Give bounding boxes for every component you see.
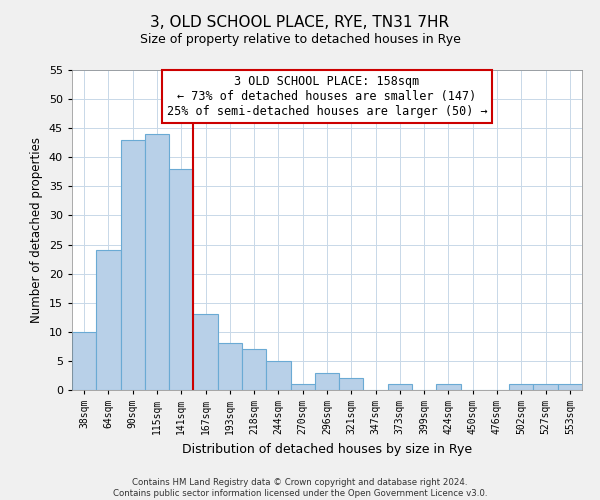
Bar — [218, 344, 242, 390]
Bar — [266, 361, 290, 390]
Bar — [558, 384, 582, 390]
Bar — [96, 250, 121, 390]
Bar — [242, 350, 266, 390]
Bar — [169, 169, 193, 390]
Text: Size of property relative to detached houses in Rye: Size of property relative to detached ho… — [140, 32, 460, 46]
Bar — [290, 384, 315, 390]
Bar — [339, 378, 364, 390]
Bar — [533, 384, 558, 390]
Text: 3 OLD SCHOOL PLACE: 158sqm
← 73% of detached houses are smaller (147)
25% of sem: 3 OLD SCHOOL PLACE: 158sqm ← 73% of deta… — [167, 75, 487, 118]
Bar — [121, 140, 145, 390]
Text: Contains HM Land Registry data © Crown copyright and database right 2024.
Contai: Contains HM Land Registry data © Crown c… — [113, 478, 487, 498]
Bar — [145, 134, 169, 390]
Text: 3, OLD SCHOOL PLACE, RYE, TN31 7HR: 3, OLD SCHOOL PLACE, RYE, TN31 7HR — [151, 15, 449, 30]
Bar — [509, 384, 533, 390]
Y-axis label: Number of detached properties: Number of detached properties — [30, 137, 43, 323]
Bar — [72, 332, 96, 390]
Bar — [388, 384, 412, 390]
Bar — [315, 372, 339, 390]
Bar — [436, 384, 461, 390]
Bar — [193, 314, 218, 390]
X-axis label: Distribution of detached houses by size in Rye: Distribution of detached houses by size … — [182, 442, 472, 456]
